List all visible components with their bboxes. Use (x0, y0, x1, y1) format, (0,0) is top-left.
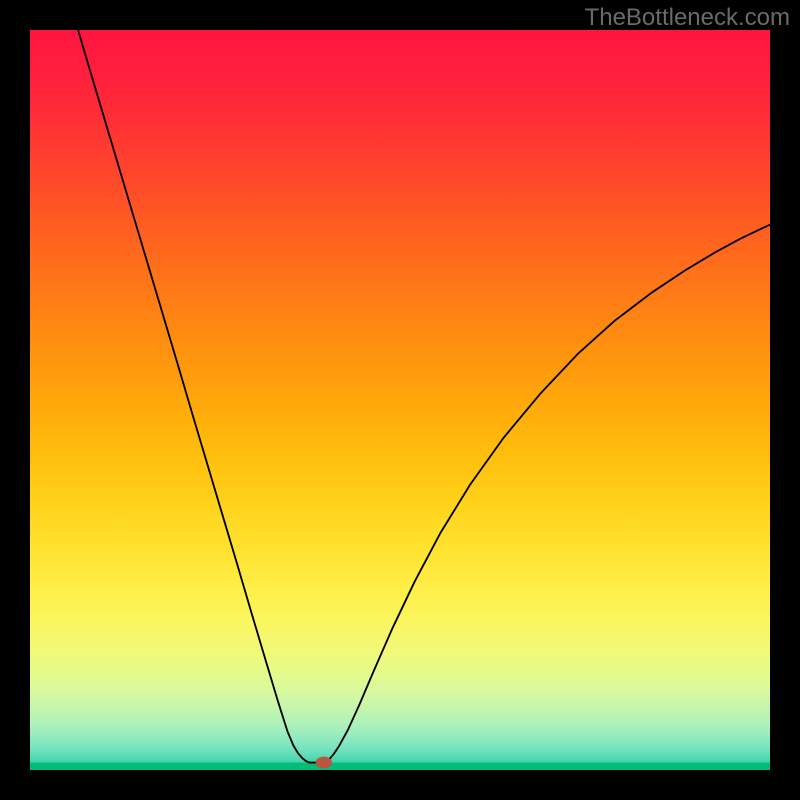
minimum-marker (316, 757, 332, 769)
watermark-text: TheBottleneck.com (585, 4, 790, 32)
bottom-green-band (30, 763, 770, 770)
plot-background (30, 30, 770, 770)
plot-svg (30, 30, 770, 770)
chart-frame: TheBottleneck.com (0, 0, 800, 800)
plot-area (30, 30, 770, 770)
